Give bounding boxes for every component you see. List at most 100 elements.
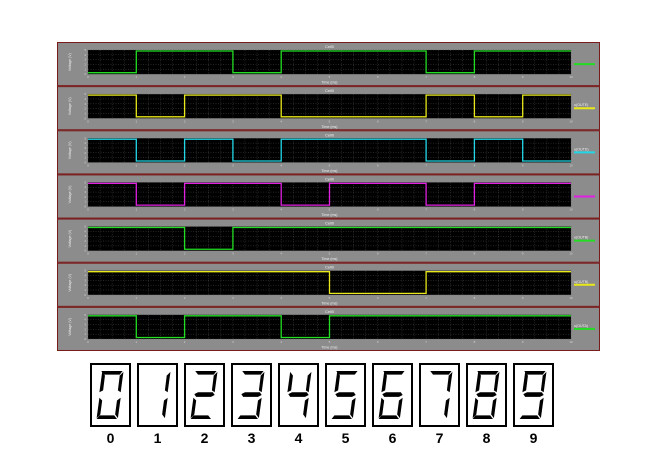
digit-2: [184, 363, 225, 427]
x-tick-label: 10: [569, 163, 573, 167]
y-tick-label: 0: [84, 72, 86, 76]
segment-f: [334, 371, 340, 393]
segment-e: [472, 397, 479, 419]
x-tick-label: 1: [135, 119, 137, 123]
x-tick-label: 2: [184, 296, 186, 300]
segment-g: [194, 392, 215, 397]
seven-segment-glyph: [162, 371, 171, 419]
seven-segment-glyph: [331, 370, 358, 420]
digit-label: 1: [153, 430, 162, 446]
y-axis-label: Voltage (V): [68, 230, 72, 248]
digit-8: [466, 363, 507, 427]
digit-label: 6: [388, 430, 397, 446]
segment-g: [476, 392, 497, 397]
x-tick-label: 4: [280, 252, 282, 256]
x-axis-label: Time (ms): [321, 169, 337, 173]
x-tick-label: 7: [425, 208, 427, 212]
x-tick-label: 5: [329, 119, 331, 123]
segment-g: [288, 392, 309, 397]
seven-segment-glyph: [430, 370, 453, 419]
panel-title: Cell0: [325, 44, 335, 49]
x-tick-label: 9: [522, 119, 524, 123]
y-axis-label: Voltage (V): [68, 274, 72, 292]
segment-b: [258, 371, 265, 393]
segment-f: [287, 371, 293, 393]
x-tick-label: 0: [87, 75, 89, 79]
x-tick-label: 3: [232, 296, 234, 300]
x-tick-label: 4: [280, 119, 282, 123]
y-tick-label: 3: [84, 278, 86, 282]
segment-a: [477, 370, 499, 375]
waveform-series: [88, 182, 571, 206]
segment-g: [335, 392, 356, 397]
x-tick-label: 7: [425, 340, 427, 344]
segment-c: [491, 397, 497, 419]
x-tick-label: 10: [569, 75, 573, 79]
segment-c: [397, 397, 403, 419]
x-tick-label: 3: [232, 119, 234, 123]
waveform-series: [88, 271, 571, 295]
segment-f: [99, 371, 105, 393]
y-axis-label: Voltage (V): [68, 53, 72, 71]
x-tick-label: 4: [280, 340, 282, 344]
x-tick-label: 0: [87, 252, 89, 256]
x-axis-label: Time (ms): [321, 301, 337, 305]
y-tick-label: 3: [84, 58, 86, 62]
x-tick-label: 1: [135, 296, 137, 300]
y-tick-label: 1: [84, 244, 86, 248]
segment-g: [241, 392, 262, 397]
segment-e: [190, 397, 197, 419]
y-tick-label: 4: [84, 141, 86, 145]
x-tick-label: 7: [425, 163, 427, 167]
y-tick-label: 0: [84, 249, 86, 253]
x-tick-label: 9: [522, 163, 524, 167]
x-tick-label: 2: [184, 208, 186, 212]
x-tick-label: 6: [377, 208, 379, 212]
waveform-series: [88, 50, 571, 74]
segment-c: [444, 397, 450, 419]
segment-b: [164, 371, 171, 393]
x-tick-label: 3: [232, 340, 234, 344]
segment-d: [96, 415, 117, 420]
x-axis-label: Time (ms): [321, 257, 337, 261]
x-tick-label: 0: [87, 296, 89, 300]
x-tick-label: 10: [569, 296, 573, 300]
x-tick-label: 6: [377, 119, 379, 123]
x-axis-label: Time (ms): [321, 125, 337, 129]
x-tick-label: 5: [329, 163, 331, 167]
x-tick-label: 1: [135, 75, 137, 79]
x-tick-label: 2: [184, 252, 186, 256]
y-tick-label: 2: [84, 327, 86, 331]
x-tick-label: 5: [329, 208, 331, 212]
digit-label: 4: [294, 430, 303, 446]
y-tick-label: 4: [84, 53, 86, 57]
y-tick-label: 2: [84, 195, 86, 199]
x-tick-label: 7: [425, 75, 427, 79]
digit-label: 0: [106, 430, 115, 446]
panel-title: Cell0: [325, 132, 335, 137]
x-tick-label: 8: [474, 252, 476, 256]
digit-label: 8: [482, 430, 491, 446]
x-tick-label: 6: [377, 296, 379, 300]
y-tick-label: 4: [84, 185, 86, 189]
seven-segment-glyph: [378, 370, 405, 420]
x-tick-label: 4: [280, 75, 282, 79]
x-tick-label: 1: [135, 340, 137, 344]
y-tick-label: 3: [84, 190, 86, 194]
segment-d: [378, 415, 399, 420]
segment-d: [519, 415, 540, 420]
x-tick-label: 2: [184, 163, 186, 167]
x-tick-label: 2: [184, 340, 186, 344]
seven-segment-glyph: [237, 370, 265, 420]
legend-entry: u(OUTE): [574, 103, 588, 107]
x-tick-label: 5: [329, 252, 331, 256]
y-tick-label: 2: [84, 107, 86, 111]
x-tick-label: 10: [569, 252, 573, 256]
segment-a: [524, 370, 546, 375]
y-tick-label: 1: [84, 111, 86, 115]
x-tick-label: 0: [87, 208, 89, 212]
